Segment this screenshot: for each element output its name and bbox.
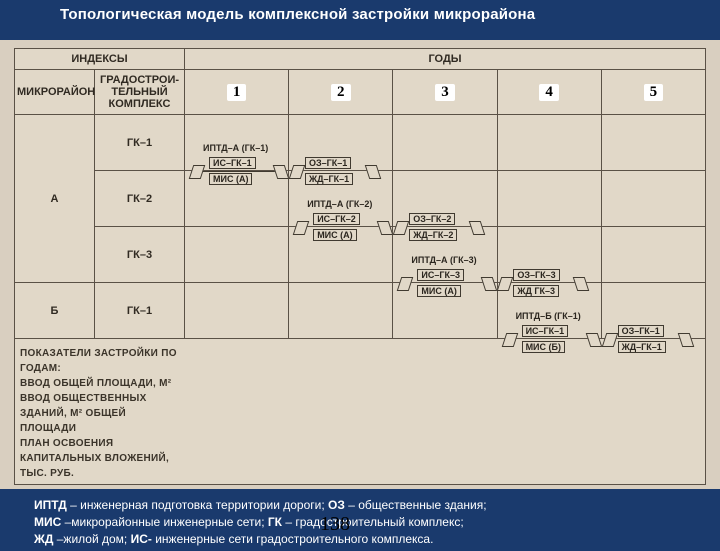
head-years: ГОДЫ — [185, 49, 706, 70]
head-indexes: ИНДЕКСЫ — [15, 49, 185, 70]
row-gk1: ГК–1 — [95, 115, 185, 171]
page-title: Топологическая модель комплексной застро… — [0, 0, 720, 40]
page-number: 138 — [320, 513, 350, 536]
topology-table: ИНДЕКСЫ ГОДЫ МИКРОРАЙОН ГРАДОСТРОИ- ТЕЛЬ… — [14, 48, 706, 485]
year-2: 2 — [289, 70, 393, 115]
head-gk: ГРАДОСТРОИ- ТЕЛЬНЫЙ КОМПЛЕКС — [95, 70, 185, 115]
metrics-block: ПОКАЗАТЕЛИ ЗАСТРОЙКИ ПО ГОДАМ: ВВОД ОБЩЕ… — [16, 340, 184, 483]
row-gk2: ГК–2 — [95, 171, 185, 227]
year-1: 1 — [185, 70, 289, 115]
row-b-gk1: ГК–1 — [95, 283, 185, 339]
year-5: 5 — [601, 70, 705, 115]
micro-b: Б — [15, 283, 95, 339]
diagram: ИНДЕКСЫ ГОДЫ МИКРОРАЙОН ГРАДОСТРОИ- ТЕЛЬ… — [0, 40, 720, 489]
micro-a: А — [15, 115, 95, 283]
legend: ИПТД – инженерная подготовка территории … — [0, 489, 720, 551]
year-4: 4 — [497, 70, 601, 115]
row-gk3: ГК–3 — [95, 227, 185, 283]
head-micro: МИКРОРАЙОН — [15, 70, 95, 115]
year-3: 3 — [393, 70, 497, 115]
